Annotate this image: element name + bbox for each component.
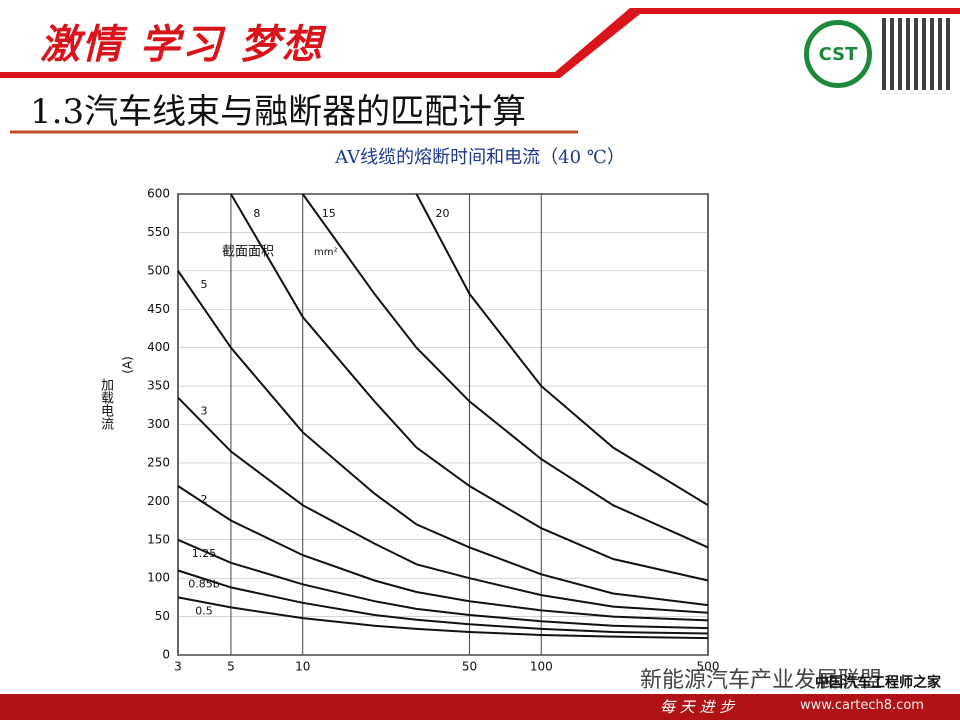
watermark: www.cartech8.com <box>800 698 924 713</box>
data-line <box>177 538 709 630</box>
series-label: 0.85b <box>188 577 219 590</box>
series-label: 15 <box>322 207 336 220</box>
data-line <box>177 569 709 635</box>
series-label: 3 <box>201 405 208 418</box>
y-tick-label: 450 <box>147 302 170 316</box>
y-tick-label: 600 <box>147 187 170 201</box>
data-line <box>230 193 709 582</box>
y-tick-label: 50 <box>155 609 170 623</box>
series-label: 2 <box>201 493 208 506</box>
watermark: 新能源汽车产业发展联盟 <box>640 668 883 693</box>
y-tick-label: 200 <box>147 494 170 508</box>
x-tick-label: 5 <box>227 660 235 674</box>
y-tick-label: 550 <box>147 225 170 239</box>
data-line <box>301 193 709 549</box>
series-label: 20 <box>436 207 450 220</box>
annotation: 截面面积 <box>222 245 274 260</box>
motto: 激情 学习 梦想 <box>40 21 324 68</box>
y-tick-label: 300 <box>147 417 170 431</box>
logo: CST <box>804 20 872 88</box>
y-axis-label: (A) <box>121 356 135 374</box>
y-tick-label: 250 <box>147 455 170 469</box>
data-line <box>177 396 709 614</box>
series-label: 8 <box>253 207 260 220</box>
data-line <box>177 485 709 622</box>
x-tick-label: 50 <box>462 660 477 674</box>
y-tick-label: 100 <box>147 571 170 585</box>
y-tick-label: 0 <box>162 648 170 662</box>
series-label: 0.5 <box>195 604 213 617</box>
data-line <box>177 596 709 640</box>
x-tick-label: 500 <box>697 660 720 674</box>
y-tick-label: 350 <box>147 379 170 393</box>
qr-code <box>882 18 952 90</box>
section-title: 1.3汽车线束与融断器的匹配计算 <box>30 92 527 132</box>
y-tick-label: 500 <box>147 263 170 277</box>
x-tick-label: 3 <box>174 660 182 674</box>
y-tick-label: 150 <box>147 532 170 546</box>
y-axis-label-cn: 加载电流 <box>98 378 113 430</box>
footer: 每 天 进 步 <box>0 694 960 720</box>
x-tick-label: 10 <box>295 660 310 674</box>
data-line <box>177 270 709 607</box>
watermark: 中国汽车工程师之家 <box>815 675 941 691</box>
series-label: 5 <box>201 278 208 291</box>
annotation: mm² <box>314 247 338 258</box>
chart-title: AV线缆的熔断时间和电流（40 ℃） <box>334 147 625 168</box>
series-label: 1.25 <box>192 547 217 560</box>
data-line <box>415 193 709 507</box>
x-tick-label: 100 <box>530 660 553 674</box>
y-tick-label: 400 <box>147 340 170 354</box>
